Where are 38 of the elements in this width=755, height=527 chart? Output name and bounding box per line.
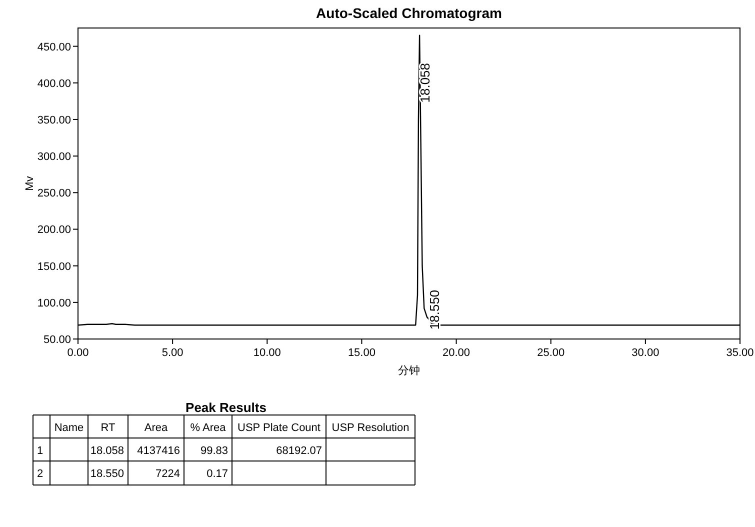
y-tick-label: 300.00 <box>37 151 71 164</box>
y-tick-label: 250.00 <box>37 188 71 200</box>
x-tick-label: 10.00 <box>253 347 281 359</box>
category-label: USP Plate Count <box>238 422 320 434</box>
category-label: RT <box>100 422 116 434</box>
text: 4137416 <box>137 445 180 457</box>
category-label: Name <box>54 422 84 434</box>
category-label: % Area <box>190 422 227 434</box>
x-tick-label: 20.00 <box>442 347 470 359</box>
annotation: 18.550 <box>426 290 442 330</box>
x-tick-label: 15.00 <box>348 347 376 359</box>
y-tick-label: 350.00 <box>37 114 71 126</box>
text: 18.550 <box>90 468 124 480</box>
y-tick-label: 200.00 <box>37 224 71 236</box>
x-tick-label: 0.00 <box>67 347 89 359</box>
y-tick-label: 50.00 <box>43 334 71 346</box>
x-tick-label: 30.00 <box>632 347 660 359</box>
y-tick-label: 100.00 <box>37 297 71 310</box>
text: 0.17 <box>206 468 228 480</box>
x-tick-label: 35.00 <box>726 347 754 359</box>
text: Peak Results <box>186 400 266 415</box>
x-tick-label: 25.00 <box>537 347 565 359</box>
category-label: 1 <box>37 445 44 457</box>
y-tick-label: 400.00 <box>37 78 71 90</box>
text: 7224 <box>156 468 180 480</box>
text: 68192.07 <box>276 445 322 457</box>
y-tick-label: 150.00 <box>37 260 71 273</box>
chart-title: Auto-Scaled Chromatogram <box>316 5 502 21</box>
text: 18.058 <box>90 445 124 457</box>
x-axis-title: 分钟 <box>398 365 420 377</box>
annotation: 18.058 <box>418 63 433 103</box>
text: 99.83 <box>200 445 228 457</box>
x-tick-label: 5.00 <box>162 347 184 359</box>
category-label: USP Resolution <box>332 422 410 434</box>
category-label: 2 <box>37 468 44 480</box>
category-label: Area <box>144 422 168 434</box>
y-tick-label: 450.00 <box>37 41 71 54</box>
y-axis-title: Mv <box>24 176 36 191</box>
